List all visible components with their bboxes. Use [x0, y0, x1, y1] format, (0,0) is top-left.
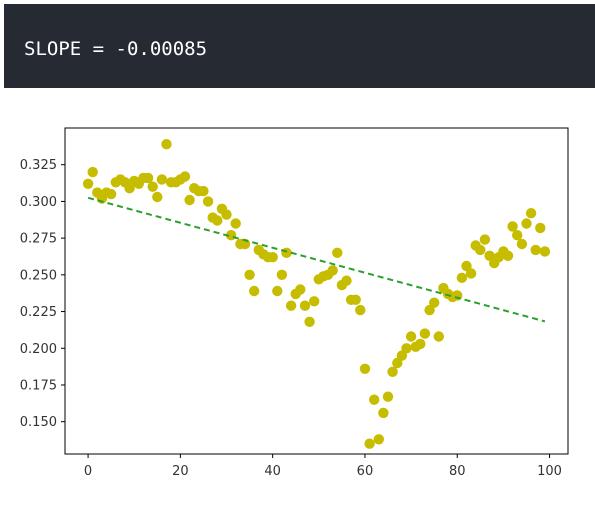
scatter-plot-area: 0.150 0.175 0.200 0.225 0.250 0.275 0.300 0.325… [0, 100, 595, 504]
scatter-point [419, 328, 431, 339]
scatter-point [359, 363, 371, 374]
scatter-point [479, 234, 491, 245]
scatter-point [82, 178, 94, 189]
scatter-point [355, 304, 366, 316]
x-tick-label: 80 [449, 464, 466, 479]
chart-marks [82, 139, 551, 449]
scatter-point [249, 285, 260, 297]
plot-frame [64, 127, 569, 455]
scatter-point [295, 284, 306, 295]
scatter-point [87, 166, 98, 178]
scatter-point [309, 296, 320, 307]
scatter-point [392, 357, 403, 369]
scatter-point [281, 247, 292, 258]
scatter-point [525, 208, 537, 219]
scatter-point [212, 215, 223, 226]
scatter-chart: 0.150 0.175 0.200 0.225 0.250 0.275 0.300 0.325… [20, 127, 569, 479]
scatter-point [304, 316, 315, 327]
scatter-point [539, 246, 551, 257]
scatter-point [221, 209, 232, 220]
scatter-point [452, 290, 463, 301]
scatter-point [332, 247, 343, 258]
trend-line [87, 196, 546, 323]
scatter-point [327, 265, 338, 276]
scatter-point [378, 407, 389, 419]
scatter-point [373, 434, 384, 445]
scatter-point [456, 272, 468, 283]
scatter-point [156, 174, 168, 185]
scatter-point [382, 391, 394, 402]
scatter-point [369, 394, 380, 405]
scatter-point [512, 230, 523, 241]
x-tick-label: 20 [172, 464, 189, 479]
scatter-point [475, 244, 486, 256]
y-tick-label: 0.175 [20, 378, 57, 393]
scatter-point [364, 438, 375, 449]
scatter-point [267, 252, 278, 263]
scatter-point [516, 238, 528, 250]
x-tick-label: 0 [84, 464, 92, 479]
scatter-point [341, 275, 352, 286]
scatter-point [272, 285, 283, 297]
x-tick-label: 60 [357, 464, 374, 479]
scatter-point [184, 194, 195, 206]
scatter-point [465, 268, 477, 279]
scatter-point [507, 221, 518, 232]
scatter-point [147, 181, 158, 192]
x-tick-label: 100 [537, 464, 562, 479]
scatter-point [521, 218, 532, 229]
scatter-point [530, 244, 541, 256]
scatter-point [230, 218, 241, 229]
cell-output-bar: SLOPE = -0.00085 [4, 4, 595, 88]
scatter-point [202, 196, 214, 207]
y-tick-label: 0.150 [20, 415, 57, 430]
scatter-point [350, 294, 361, 305]
scatter-point [285, 300, 297, 311]
y-tick-label: 0.275 [20, 232, 57, 247]
scatter-point [152, 191, 163, 203]
scatter-point [105, 188, 117, 200]
y-tick-label: 0.250 [20, 268, 57, 283]
y-tick-label: 0.300 [20, 195, 57, 210]
scatter-point [299, 300, 311, 311]
scatter-point [461, 260, 472, 272]
scatter-point [424, 304, 435, 316]
scatter-point [429, 297, 440, 308]
scatter-point [535, 222, 546, 234]
scatter-point [244, 269, 255, 280]
y-tick-label: 0.225 [20, 305, 57, 320]
scatter-point [415, 338, 426, 350]
scatter-point [276, 269, 288, 280]
scatter-point [198, 185, 209, 197]
scatter-point [433, 331, 444, 342]
scatter-point [179, 171, 191, 182]
scatter-point [502, 250, 514, 261]
x-axis: 0 20 40 60 80 100 [84, 454, 562, 479]
y-axis: 0.150 0.175 0.200 0.225 0.250 0.275 0.300 0.325 [20, 158, 65, 430]
scatter-point [142, 172, 154, 184]
scatter-point [405, 331, 417, 342]
y-tick-label: 0.200 [20, 342, 57, 357]
scatter-point [387, 366, 398, 377]
scatter-point [401, 343, 412, 354]
x-tick-label: 40 [264, 464, 281, 479]
scatter-point [161, 139, 172, 150]
slope-output-text: SLOPE = -0.00085 [24, 38, 208, 60]
y-tick-label: 0.325 [20, 158, 57, 173]
